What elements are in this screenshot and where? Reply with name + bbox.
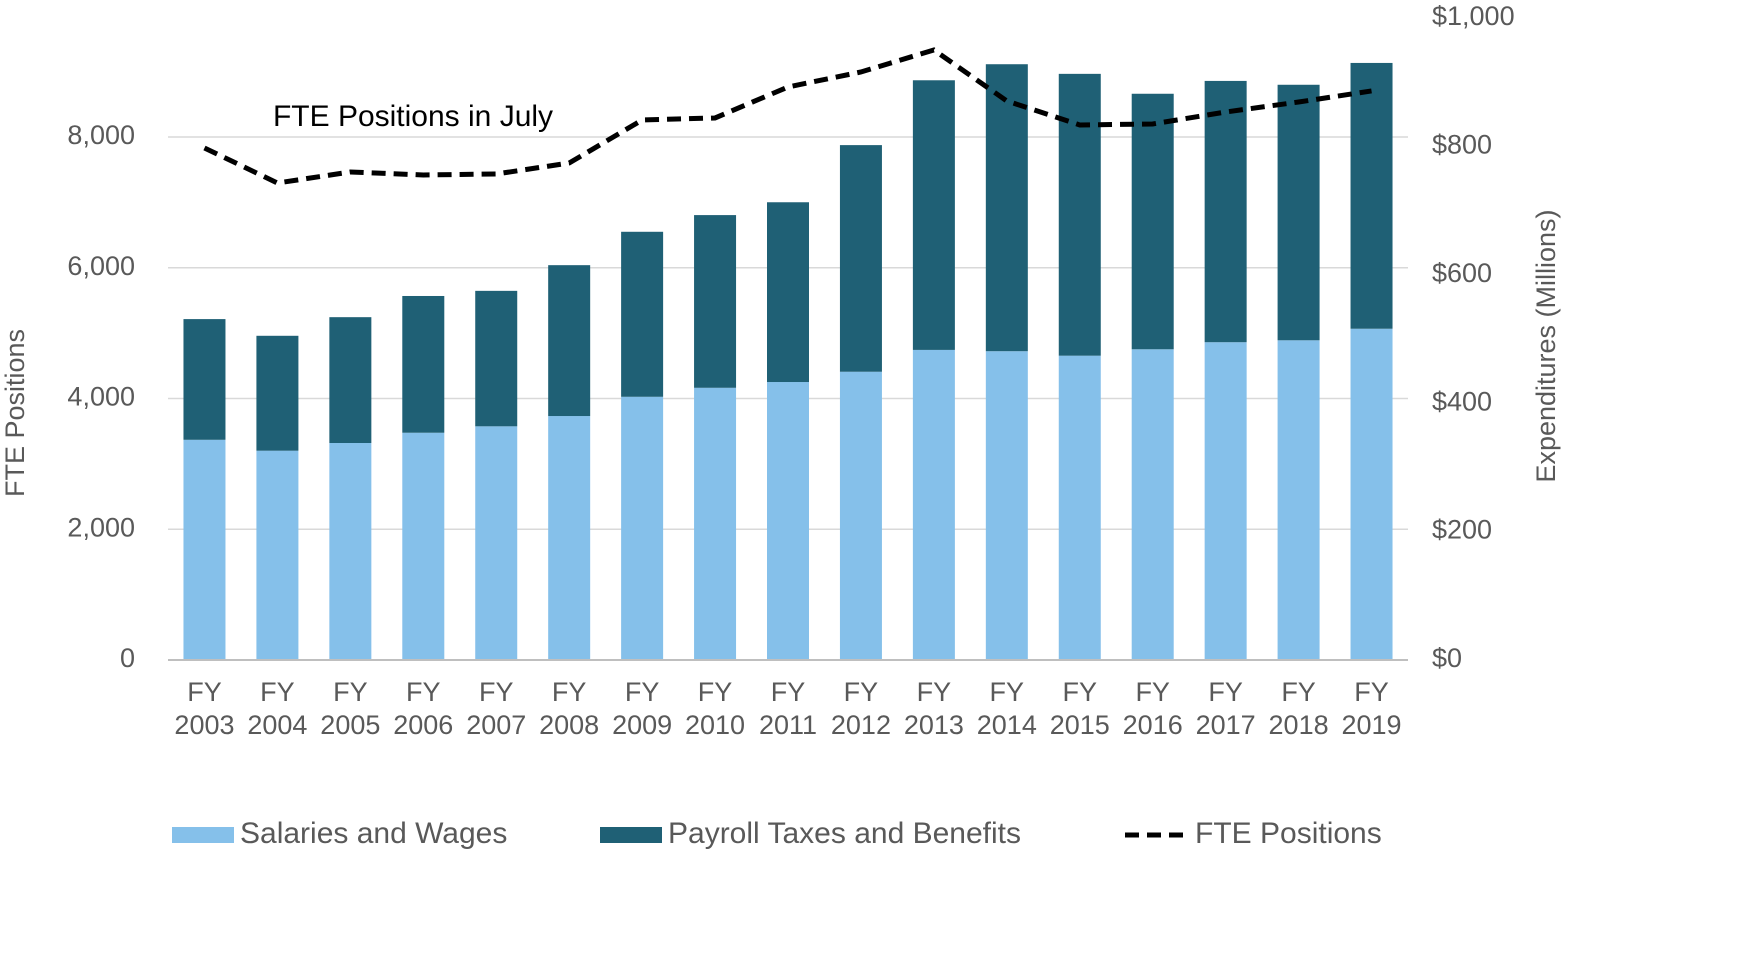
bar [1204, 342, 1247, 660]
x-tick-label: FY 2007 [466, 677, 527, 740]
bar [1058, 73, 1101, 356]
legend-swatch [600, 827, 662, 843]
x-tick-label: FY 2013 [903, 677, 964, 740]
bar [329, 443, 372, 660]
bar [767, 382, 809, 660]
y2-tick-label: $800 [1432, 130, 1492, 160]
bar [912, 80, 955, 350]
x-tick-label: FY 2006 [393, 677, 454, 740]
bar [912, 349, 955, 660]
bar [1277, 84, 1320, 341]
legend-label: Salaries and Wages [240, 817, 507, 850]
bar [1131, 93, 1174, 350]
bar [256, 335, 299, 451]
y2-tick-label: $0 [1432, 643, 1462, 673]
y2-tick-label: $600 [1432, 258, 1492, 288]
bar [548, 265, 591, 417]
bar [548, 416, 591, 660]
x-tick-label: FY 2012 [830, 677, 891, 740]
legend-swatch [172, 827, 234, 843]
x-tick-label: FY 2014 [976, 677, 1037, 740]
bar [1058, 355, 1101, 660]
bar [985, 64, 1028, 352]
x-tick-label: FY 2005 [320, 677, 381, 740]
x-tick-label: FY 2010 [685, 677, 746, 740]
x-tick-label: FY 2015 [1049, 677, 1110, 740]
bar [256, 450, 299, 660]
bar [839, 145, 882, 372]
x-tick-label: FY 2004 [247, 677, 308, 740]
bar [985, 351, 1028, 660]
line [203, 47, 1372, 186]
x-tick-label: FY 2003 [174, 677, 235, 740]
bar [839, 371, 882, 660]
x-tick-label: FY 2016 [1122, 677, 1183, 740]
bar [1204, 80, 1247, 343]
x-tick-label: FY 2008 [539, 677, 600, 740]
bar [621, 396, 664, 660]
y-tick-label: 8,000 [67, 120, 135, 150]
y-tick-label: 0 [120, 643, 135, 673]
y-tick-label: 6,000 [67, 251, 135, 281]
bar [183, 439, 226, 660]
x-tick-label: FY 2009 [612, 677, 673, 740]
bar [1131, 349, 1174, 660]
x-tick-label: FY 2011 [758, 677, 818, 740]
bar [1350, 62, 1393, 329]
x-tick-label: FY 2018 [1268, 677, 1329, 740]
y-tick-label: 4,000 [67, 382, 135, 412]
y2-axis-title: Expenditures (Millions) [1531, 209, 1561, 482]
bar [183, 319, 226, 440]
bar [475, 290, 518, 427]
x-tick-label: FY 2017 [1195, 677, 1256, 740]
y2-tick-label: $1,000 [1432, 1, 1515, 31]
bar [329, 317, 372, 444]
bar [694, 387, 737, 660]
y-axis-title: FTE Positions [0, 329, 30, 497]
bar [1277, 340, 1320, 660]
annotation: FTE Positions in July [273, 100, 553, 133]
bar [694, 215, 737, 388]
bar [475, 426, 518, 660]
y-tick-label: 2,000 [67, 512, 135, 542]
bar [402, 432, 445, 660]
y2-tick-label: $400 [1432, 386, 1492, 416]
legend-label: FTE Positions [1195, 817, 1382, 850]
bar [621, 231, 664, 397]
bar [767, 202, 809, 383]
x-tick-label: FY 2019 [1341, 677, 1402, 740]
y2-tick-label: $200 [1432, 515, 1492, 545]
bar [1350, 328, 1393, 660]
legend-label: Payroll Taxes and Benefits [668, 817, 1021, 850]
bar [402, 295, 445, 433]
